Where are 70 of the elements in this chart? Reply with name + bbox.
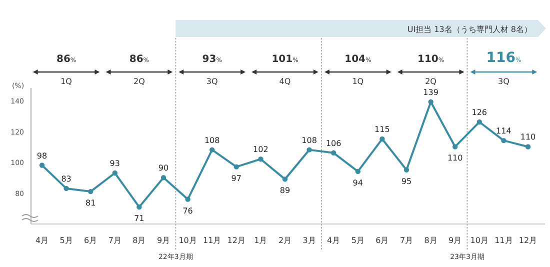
data-label: 110: [447, 154, 463, 163]
text: 2Q: [425, 77, 436, 86]
point: [380, 136, 385, 142]
data-label: 90: [158, 164, 169, 173]
point: [282, 176, 288, 182]
data-label: 89: [280, 186, 290, 196]
data-label: 115: [374, 125, 390, 134]
x-tick-label: 3月: [302, 236, 316, 245]
data-label: 83: [61, 174, 72, 184]
text: UI担当 13名（うち専門人材 8名）: [407, 25, 532, 34]
text: 3Q: [206, 77, 218, 86]
data-label: 71: [134, 214, 144, 223]
data-label: 76: [182, 206, 193, 216]
x-tick-label: 10月: [178, 236, 197, 245]
x-tick-label: 8月: [424, 236, 438, 245]
point: [501, 138, 506, 144]
x-tick-label: 5月: [351, 236, 364, 245]
data-label: 93: [110, 159, 120, 168]
x-tick-label: 9月: [156, 236, 170, 245]
x-tick-label: 6月: [84, 236, 98, 245]
data-label: 106: [326, 138, 342, 148]
x-tick-label: 4月: [327, 236, 340, 245]
point: [452, 144, 458, 150]
point: [331, 150, 336, 156]
x-tick-label: 12月: [518, 236, 538, 245]
data-label: 139: [423, 88, 438, 97]
x-tick-label: 9月: [448, 236, 462, 245]
text: 1Q: [352, 77, 364, 86]
x-tick-label: 2月: [278, 236, 292, 245]
x-tick-label: 7月: [400, 236, 414, 245]
point: [136, 204, 142, 210]
text: 1Q: [60, 77, 72, 86]
point: [404, 167, 410, 173]
point: [64, 186, 69, 192]
point: [306, 147, 312, 152]
x-tick-label: 6月: [376, 236, 389, 245]
x-tick-label: 5月: [60, 236, 73, 245]
x-tick-label: 10月: [470, 236, 488, 245]
x-tick-label: 11月: [494, 236, 513, 245]
data-label: 126: [472, 108, 488, 117]
data-label: 110: [520, 132, 536, 142]
point: [355, 168, 360, 174]
x-tick-label: 1月: [254, 236, 268, 245]
data-label: 94: [352, 178, 363, 188]
point: [210, 147, 215, 152]
point: [88, 188, 94, 194]
point: [476, 119, 482, 125]
x-tick-label: 8月: [132, 236, 146, 245]
data-label: 114: [496, 126, 512, 136]
point: [160, 175, 166, 180]
x-tick-label: 11月: [203, 236, 222, 245]
x-tick-label: 4月: [35, 236, 49, 245]
x-tick-label: 7月: [108, 236, 122, 245]
data-label: 108: [204, 136, 220, 145]
data-label: 81: [86, 198, 96, 208]
data-label: 98: [36, 151, 48, 160]
text: 2Q: [134, 77, 145, 86]
point: [525, 144, 531, 150]
x-tick-label: 12月: [227, 236, 246, 245]
point: [185, 196, 190, 202]
text: 3Q: [498, 77, 510, 86]
point: [258, 156, 264, 162]
data-label: 97: [231, 174, 242, 183]
point: [234, 164, 239, 170]
data-label: 102: [253, 145, 268, 154]
data-label: 95: [401, 176, 412, 186]
data-label: 108: [302, 136, 317, 145]
point: [112, 170, 118, 176]
point: [39, 162, 45, 168]
text: 4Q: [279, 77, 291, 86]
